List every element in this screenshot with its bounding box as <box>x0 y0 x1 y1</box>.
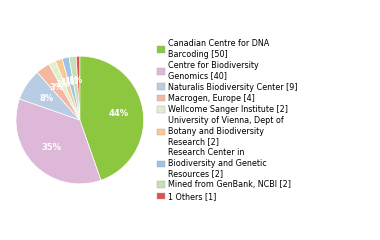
Wedge shape <box>69 56 80 120</box>
Wedge shape <box>16 99 101 184</box>
Wedge shape <box>19 72 80 120</box>
Text: 1%: 1% <box>55 80 70 89</box>
Wedge shape <box>80 56 144 180</box>
Wedge shape <box>76 56 80 120</box>
Wedge shape <box>62 57 80 120</box>
Text: 44%: 44% <box>109 109 129 118</box>
Wedge shape <box>55 59 80 120</box>
Text: 3%: 3% <box>50 83 64 92</box>
Text: 1%: 1% <box>64 77 78 86</box>
Wedge shape <box>49 61 80 120</box>
Text: 8%: 8% <box>40 94 54 102</box>
Wedge shape <box>37 64 80 120</box>
Text: 1%: 1% <box>68 76 82 85</box>
Legend: Canadian Centre for DNA
Barcoding [50], Centre for Biodiversity
Genomics [40], N: Canadian Centre for DNA Barcoding [50], … <box>157 39 298 201</box>
Text: 35%: 35% <box>42 144 62 152</box>
Text: 1%: 1% <box>60 78 74 87</box>
